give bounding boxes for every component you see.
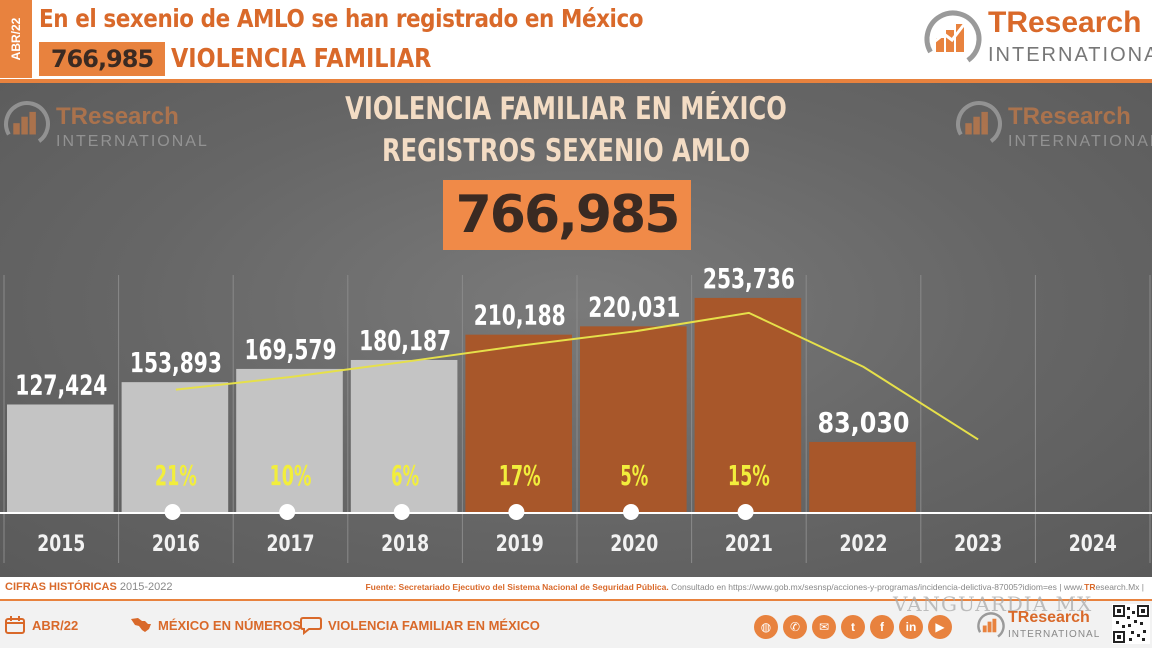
historic-label: CIFRAS HISTÓRICAS 2015-2022 <box>5 581 173 593</box>
x-tick-label-2016: 2016 <box>152 532 200 557</box>
growth-label-2016: 21% <box>155 459 197 492</box>
youtube-icon[interactable]: ▶ <box>928 615 952 639</box>
bottom-item-topic[interactable]: VIOLENCIA FAMILIAR EN MÉXICO <box>300 615 540 635</box>
value-label-2022: 83,030 <box>818 406 910 439</box>
x-tick-label-2021: 2021 <box>725 532 773 557</box>
value-label-2019: 210,188 <box>474 299 566 332</box>
trend-line <box>175 311 979 441</box>
bar-2016 <box>121 382 229 512</box>
email-icon[interactable]: ✉ <box>812 615 836 639</box>
x-tick-label-2018: 2018 <box>381 532 429 557</box>
x-tick-label-2023: 2023 <box>954 532 1002 557</box>
chart-subtitle: REGISTROS SEXENIO AMLO <box>381 133 751 169</box>
chart-title: VIOLENCIA FAMILIAR EN MÉXICO <box>345 91 787 127</box>
phone-icon[interactable]: ✆ <box>783 615 807 639</box>
bar-2020 <box>580 326 687 512</box>
bottom-bar: ABR/22 MÉXICO EN NÚMEROS VIOLENCIA FAMIL… <box>0 599 1152 648</box>
linkedin-icon[interactable]: in <box>899 615 923 639</box>
year-marker-2017 <box>279 504 296 520</box>
x-tick-label-2017: 2017 <box>267 532 315 557</box>
bar-2019 <box>465 334 572 512</box>
value-label-2017: 169,579 <box>245 333 337 366</box>
source-citation[interactable]: Fuente: Secretariado Ejecutivo del Siste… <box>365 582 1144 592</box>
value-label-2018: 180,187 <box>359 324 451 357</box>
x-tick-label-2019: 2019 <box>496 532 544 557</box>
year-marker-2021 <box>737 504 754 520</box>
chart-total-box: 766,985 <box>443 180 691 250</box>
tresearch-watermark-icon <box>4 101 50 147</box>
headline-total: 766,985 <box>50 45 154 73</box>
x-tick-label-2020: 2020 <box>610 532 658 557</box>
bar-2017 <box>236 368 343 512</box>
watermark-brand-sub: INTERNATIONAL <box>56 133 209 150</box>
source-suffix: esearch.Mx | <box>1095 582 1144 592</box>
bar-chart: 127,424 153,893 169,579 180,187 210,188 220,0… <box>0 262 1152 563</box>
footer-brand-sub: INTERNATIONAL <box>1008 629 1101 640</box>
tresearch-logo-header[interactable]: TResearch INTERNATIONAL <box>922 6 1152 72</box>
bar-2021 <box>694 297 802 512</box>
year-marker-2016 <box>164 504 181 520</box>
source-row: CIFRAS HISTÓRICAS 2015-2022 Fuente: Secr… <box>0 577 1152 599</box>
source-brand: TR <box>1084 582 1096 592</box>
year-marker-2019 <box>508 504 525 520</box>
watermark-brand-name: TResearch <box>1008 103 1131 130</box>
tresearch-watermark-left: TResearch INTERNATIONAL <box>2 97 207 157</box>
tresearch-logo-icon <box>924 10 982 68</box>
tresearch-watermark-icon <box>956 101 1002 147</box>
growth-label-2018: 6% <box>391 459 419 492</box>
growth-label-2019: 17% <box>499 459 541 492</box>
year-marker-2020 <box>623 504 639 520</box>
date-tab: ABR/22 <box>0 0 32 78</box>
historic-range: 2015-2022 <box>119 581 173 593</box>
growth-label-2017: 10% <box>270 459 312 492</box>
tresearch-logo-name: TResearch <box>988 6 1141 40</box>
growth-label-2021: 15% <box>728 459 770 492</box>
facebook-icon[interactable]: f <box>870 615 894 639</box>
headline-subject: VIOLENCIA FAMILIAR <box>171 44 432 74</box>
headline: En el sexenio de AMLO se han registrado … <box>39 4 644 33</box>
bottom-item-topic-label: VIOLENCIA FAMILIAR EN MÉXICO <box>328 617 540 633</box>
watermark-brand-name: TResearch <box>56 103 179 130</box>
headline-total-box: 766,985 <box>39 42 165 76</box>
value-label-2020: 220,031 <box>588 290 680 323</box>
historic-title: CIFRAS HISTÓRICAS <box>5 581 117 593</box>
tresearch-logo-icon <box>977 612 1005 640</box>
watermark-brand-sub: INTERNATIONAL <box>1008 133 1152 150</box>
date-tab-label: ABR/22 <box>9 17 23 61</box>
tresearch-logo-footer[interactable]: TResearch INTERNATIONAL <box>976 609 1099 645</box>
header: ABR/22 En el sexenio de AMLO se han regi… <box>0 0 1152 80</box>
value-label-2015: 127,424 <box>15 368 107 401</box>
chart-total: 766,985 <box>455 185 681 245</box>
bottom-item-date-label: ABR/22 <box>32 617 79 633</box>
footer-brand-name: TResearch <box>1008 609 1090 626</box>
value-label-2021: 253,736 <box>703 262 795 295</box>
chart-panel: TResearch INTERNATIONAL TResearch INTERN… <box>0 83 1152 577</box>
tresearch-logo-sub: INTERNATIONAL <box>988 44 1152 66</box>
brand-name: TResearch <box>988 6 1142 39</box>
bar-2018 <box>350 359 458 512</box>
vanguardia-watermark: VANGUARDIA MX <box>893 592 1093 616</box>
source-detail: Consultado en https://www.gob.mx/sesnsp/… <box>671 582 1085 592</box>
chat-bubble-icon <box>300 617 322 635</box>
growth-label-2020: 5% <box>620 459 648 492</box>
calendar-icon <box>5 616 25 634</box>
source-prefix: Fuente: Secretariado Ejecutivo del Siste… <box>365 582 669 592</box>
bar-2015 <box>7 404 114 512</box>
x-tick-label-2015: 2015 <box>37 532 85 557</box>
qr-code[interactable] <box>1112 604 1150 644</box>
year-marker-2018 <box>393 504 410 520</box>
bottom-item-mexico-label: MÉXICO EN NÚMEROS <box>158 617 302 633</box>
mexico-map-icon <box>131 618 151 632</box>
bottom-item-mexico[interactable]: MÉXICO EN NÚMEROS <box>130 615 301 635</box>
globe-icon[interactable]: ◍ <box>754 615 778 639</box>
bar-2022 <box>809 441 916 512</box>
x-tick-label-2022: 2022 <box>840 532 888 557</box>
twitter-icon[interactable]: t <box>841 615 865 639</box>
header-divider <box>0 79 1152 83</box>
value-label-2016: 153,893 <box>130 346 222 379</box>
x-tick-label-2024: 2024 <box>1069 532 1117 557</box>
tresearch-watermark-right: TResearch INTERNATIONAL <box>954 97 1152 157</box>
bottom-item-date[interactable]: ABR/22 <box>4 615 78 635</box>
